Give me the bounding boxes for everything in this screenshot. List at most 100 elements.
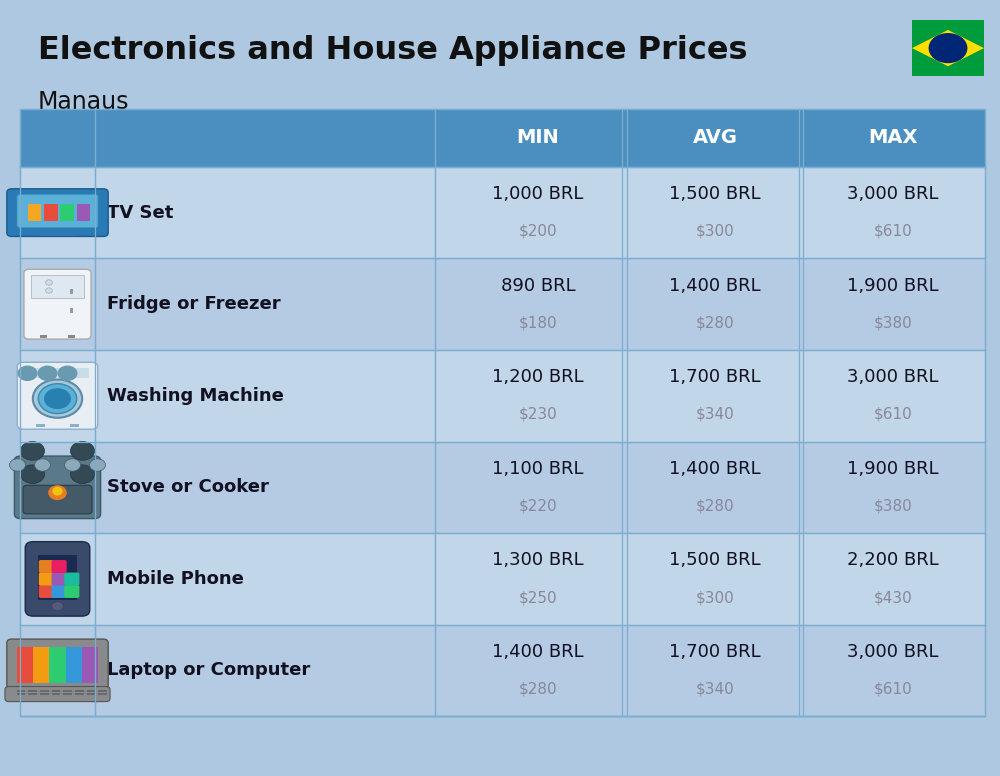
Circle shape — [33, 379, 82, 417]
FancyBboxPatch shape — [64, 573, 79, 585]
Bar — [52, 693, 60, 695]
Bar — [28, 204, 41, 221]
Circle shape — [46, 288, 52, 293]
Text: $610: $610 — [874, 681, 912, 697]
Text: 1,900 BRL: 1,900 BRL — [847, 459, 939, 478]
Text: $610: $610 — [874, 407, 912, 422]
Bar — [20, 442, 985, 533]
Bar — [39, 234, 76, 236]
Text: 1,700 BRL: 1,700 BRL — [669, 368, 761, 386]
Text: $430: $430 — [874, 590, 912, 605]
Text: $300: $300 — [696, 223, 734, 239]
Text: 1,700 BRL: 1,700 BRL — [669, 643, 761, 661]
Bar — [17, 647, 98, 684]
FancyBboxPatch shape — [39, 585, 54, 598]
FancyBboxPatch shape — [7, 639, 108, 691]
Bar — [20, 109, 985, 716]
Ellipse shape — [48, 485, 67, 500]
Text: $180: $180 — [519, 315, 557, 331]
Circle shape — [65, 459, 81, 471]
Circle shape — [18, 365, 38, 381]
Text: Washing Machine: Washing Machine — [107, 386, 284, 405]
Bar — [33, 647, 49, 684]
Text: TV Set: TV Set — [107, 203, 173, 222]
Text: $380: $380 — [874, 498, 912, 514]
Bar — [50, 232, 65, 236]
Bar — [63, 690, 72, 692]
Bar — [17, 693, 25, 695]
Text: 1,900 BRL: 1,900 BRL — [847, 276, 939, 295]
Bar — [20, 258, 985, 350]
Circle shape — [58, 365, 78, 381]
Bar — [52, 690, 60, 692]
Text: 1,200 BRL: 1,200 BRL — [492, 368, 584, 386]
Text: $380: $380 — [874, 315, 912, 331]
Text: 3,000 BRL: 3,000 BRL — [847, 643, 939, 661]
Bar — [31, 275, 84, 298]
FancyBboxPatch shape — [24, 269, 91, 339]
FancyBboxPatch shape — [23, 485, 92, 514]
Text: 3,000 BRL: 3,000 BRL — [847, 185, 939, 203]
Bar — [20, 109, 985, 716]
Bar — [17, 647, 33, 684]
Bar — [20, 167, 985, 258]
Text: $340: $340 — [696, 407, 734, 422]
Text: 1,300 BRL: 1,300 BRL — [492, 551, 584, 570]
Bar — [49, 647, 66, 684]
FancyBboxPatch shape — [17, 194, 98, 227]
Text: 3,000 BRL: 3,000 BRL — [847, 368, 939, 386]
Bar — [66, 647, 82, 684]
Text: $220: $220 — [519, 498, 557, 514]
Text: $280: $280 — [696, 315, 734, 331]
Circle shape — [70, 465, 94, 483]
Circle shape — [929, 33, 967, 63]
Bar — [75, 690, 84, 692]
Text: 2,200 BRL: 2,200 BRL — [847, 551, 939, 570]
Bar — [63, 693, 72, 695]
Text: Manaus: Manaus — [38, 91, 130, 114]
FancyBboxPatch shape — [64, 585, 79, 598]
Bar — [87, 690, 95, 692]
FancyBboxPatch shape — [5, 687, 110, 702]
Bar — [38, 556, 77, 600]
Bar — [44, 204, 58, 221]
Circle shape — [20, 442, 44, 460]
Bar — [20, 625, 985, 716]
Bar — [40, 690, 49, 692]
Bar — [68, 334, 75, 338]
Text: $280: $280 — [696, 498, 734, 514]
Text: $280: $280 — [519, 681, 557, 697]
Text: 1,500 BRL: 1,500 BRL — [669, 185, 761, 203]
Bar — [17, 690, 25, 692]
Circle shape — [44, 388, 71, 409]
Bar — [36, 424, 45, 427]
Text: Electronics and House Appliance Prices: Electronics and House Appliance Prices — [38, 35, 748, 66]
Circle shape — [70, 442, 94, 460]
Bar — [20, 109, 985, 167]
Text: 890 BRL: 890 BRL — [501, 276, 575, 295]
Text: 1,400 BRL: 1,400 BRL — [669, 459, 761, 478]
Bar — [70, 424, 79, 427]
Bar — [40, 334, 47, 338]
FancyBboxPatch shape — [52, 560, 67, 573]
Bar — [28, 690, 37, 692]
Circle shape — [46, 280, 52, 285]
Circle shape — [34, 459, 50, 471]
Polygon shape — [912, 30, 984, 66]
Text: MAX: MAX — [868, 128, 918, 147]
Circle shape — [20, 465, 44, 483]
Bar — [98, 690, 107, 692]
FancyBboxPatch shape — [39, 560, 54, 573]
Bar — [28, 693, 37, 695]
Circle shape — [38, 365, 58, 381]
Text: 1,100 BRL: 1,100 BRL — [492, 459, 584, 478]
Bar — [20, 533, 985, 625]
Bar — [70, 289, 73, 294]
FancyBboxPatch shape — [25, 542, 90, 616]
Text: AVG: AVG — [692, 128, 738, 147]
Text: 1,400 BRL: 1,400 BRL — [492, 643, 584, 661]
FancyBboxPatch shape — [7, 189, 108, 237]
Text: Fridge or Freezer: Fridge or Freezer — [107, 295, 281, 314]
Text: $250: $250 — [519, 590, 557, 605]
FancyBboxPatch shape — [52, 573, 67, 585]
